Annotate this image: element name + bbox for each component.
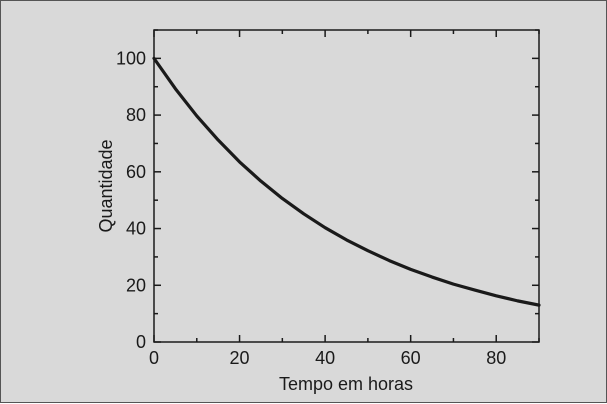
x-tick-label: 0 xyxy=(149,348,159,368)
x-axis-title: Tempo em horas xyxy=(279,374,413,394)
axis-tick-labels: 0 20 40 60 80 0 20 40 60 80 100 xyxy=(116,48,506,368)
y-tick-label: 0 xyxy=(136,332,146,352)
x-tick-label: 80 xyxy=(486,348,506,368)
plot-area xyxy=(153,29,540,343)
x-tick-label: 20 xyxy=(230,348,250,368)
x-tick-label: 40 xyxy=(315,348,335,368)
series-line xyxy=(152,56,541,307)
axis-ticks xyxy=(153,29,540,343)
y-tick-label: 20 xyxy=(126,275,146,295)
y-tick-label: 40 xyxy=(126,219,146,239)
y-tick-label: 80 xyxy=(126,105,146,125)
series-layer xyxy=(152,56,541,307)
y-tick-label: 60 xyxy=(126,162,146,182)
x-tick-label: 60 xyxy=(401,348,421,368)
y-tick-label: 100 xyxy=(116,48,146,68)
y-axis-title: Quantidade xyxy=(96,139,116,232)
